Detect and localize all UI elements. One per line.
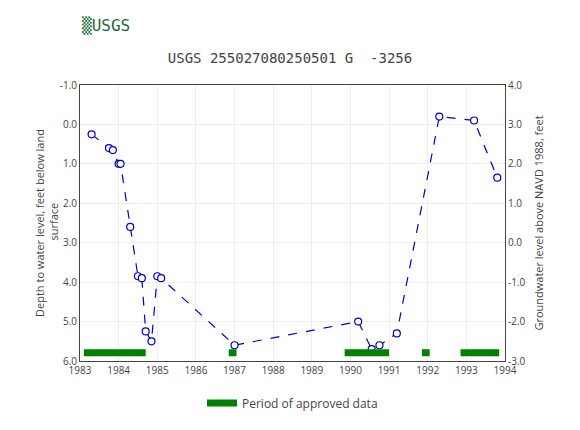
svg-text:1985: 1985 [146,363,169,377]
svg-text:1991: 1991 [378,363,401,377]
svg-text:4.0: 4.0 [63,275,77,289]
svg-text:-1.0: -1.0 [60,78,78,92]
svg-text:▒USGS: ▒USGS [82,16,130,35]
svg-text:0.0: 0.0 [63,117,77,131]
svg-text:6.0: 6.0 [63,354,77,368]
svg-text:1983: 1983 [69,363,92,377]
svg-text:Depth to water level, feet bel: Depth to water level, feet below land su… [32,129,61,317]
svg-text:-3.0: -3.0 [508,354,526,368]
svg-text:2.0: 2.0 [508,156,522,170]
svg-text:1990: 1990 [339,363,362,377]
svg-text:Period of approved data: Period of approved data [242,395,378,412]
svg-text:1988: 1988 [262,363,285,377]
svg-text:-1.0: -1.0 [508,275,526,289]
svg-text:1993: 1993 [455,363,478,377]
svg-text:3.0: 3.0 [63,235,77,249]
svg-text:0.0: 0.0 [508,235,522,249]
svg-text:4.0: 4.0 [508,78,522,92]
svg-text:3.0: 3.0 [508,117,522,131]
svg-text:1.0: 1.0 [508,196,522,210]
svg-text:1994: 1994 [494,363,517,377]
svg-text:1989: 1989 [300,363,323,377]
svg-text:-2.0: -2.0 [508,314,526,328]
svg-text:1986: 1986 [184,363,207,377]
svg-text:1.0: 1.0 [63,156,77,170]
svg-text:Groundwater level above NAVD 1: Groundwater level above NAVD 1988, feet [531,115,546,330]
svg-text:USGS 255027080250501 G -3256: USGS 255027080250501 G -3256 [168,50,412,66]
svg-text:1984: 1984 [107,363,130,377]
svg-text:1987: 1987 [223,363,246,377]
svg-text:1992: 1992 [416,363,439,377]
svg-text:2.0: 2.0 [63,196,77,210]
svg-text:5.0: 5.0 [63,314,77,328]
